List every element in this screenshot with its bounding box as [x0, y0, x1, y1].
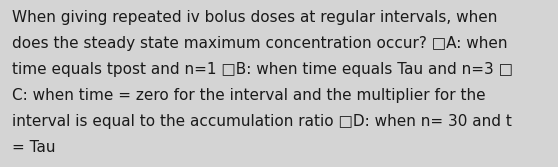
Text: does the steady state maximum concentration occur? □A: when: does the steady state maximum concentrat… [12, 36, 507, 51]
Text: time equals tpost and n=1 □B: when time equals Tau and n=3 □: time equals tpost and n=1 □B: when time … [12, 62, 513, 77]
Text: interval is equal to the accumulation ratio □D: when n= 30 and t: interval is equal to the accumulation ra… [12, 114, 512, 129]
Text: = Tau: = Tau [12, 140, 55, 155]
Text: C: when time = zero for the interval and the multiplier for the: C: when time = zero for the interval and… [12, 88, 485, 103]
Text: When giving repeated iv bolus doses at regular intervals, when: When giving repeated iv bolus doses at r… [12, 10, 497, 25]
